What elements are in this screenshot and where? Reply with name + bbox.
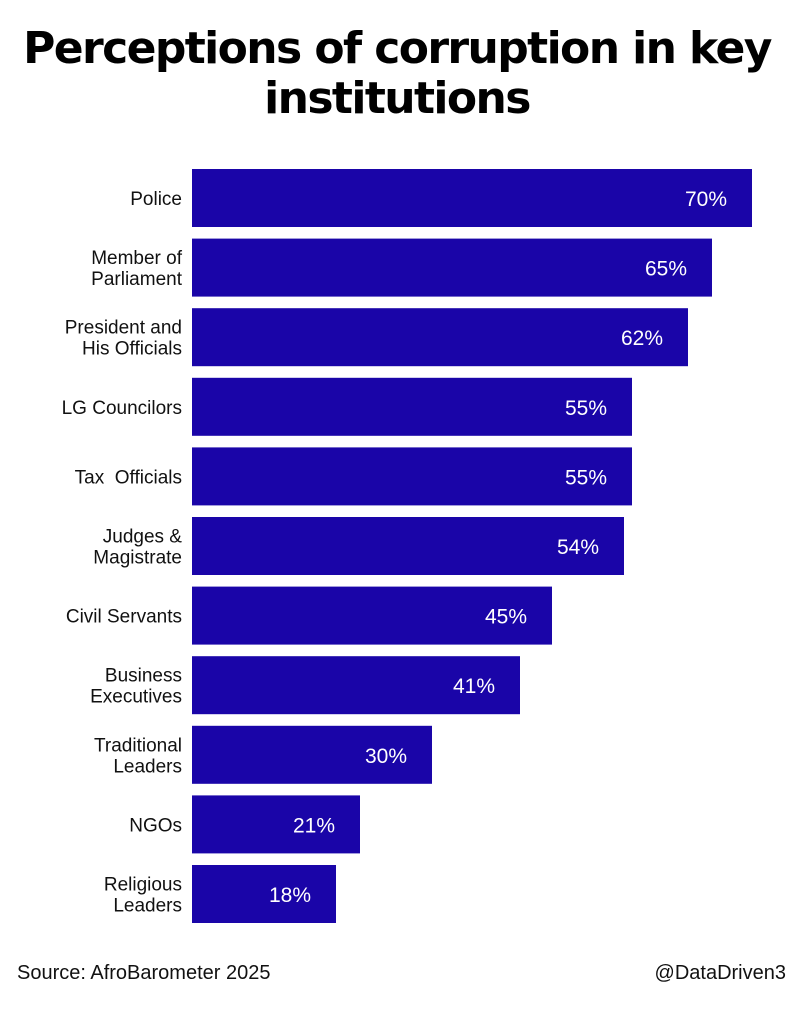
bar-group: 65% Member of Parliament	[91, 238, 712, 297]
bar	[192, 308, 688, 367]
bar-group: 41% Business Executives	[90, 656, 520, 715]
category-label-line: Religious	[104, 875, 182, 896]
bar	[192, 377, 632, 436]
bar-group: 54% Judges & Magistrate	[93, 517, 624, 575]
category-label: President and His Officials	[65, 318, 182, 360]
category-label-line: His Officials	[82, 339, 182, 360]
category-label: Traditional Leaders	[94, 735, 182, 777]
category-label-line: NGOs	[129, 815, 182, 836]
bar-group: 70% Police	[130, 169, 752, 227]
bar-group: 30% Traditional Leaders	[94, 725, 432, 784]
bar-value-label: 30%	[365, 745, 407, 768]
bar	[192, 517, 624, 575]
bar-value-label: 65%	[645, 258, 687, 281]
category-label: NGOs	[129, 815, 182, 836]
category-label-line: Police	[130, 189, 182, 210]
category-label-line: Member of	[91, 248, 183, 269]
category-label-line: Business	[105, 666, 182, 687]
bar-value-label: 21%	[293, 814, 335, 837]
bar-value-label: 70%	[685, 188, 727, 211]
bar-value-label: 55%	[565, 466, 607, 489]
category-label: Tax Officials	[75, 467, 182, 488]
bar	[192, 447, 632, 506]
category-label-line: Tax Officials	[75, 467, 182, 488]
bar-value-label: 18%	[269, 884, 311, 907]
source-note: Source: AfroBarometer 2025	[17, 962, 271, 984]
category-label: LG Councilors	[62, 398, 182, 419]
bar	[192, 795, 360, 854]
category-label-line: President and	[65, 318, 182, 339]
bar-group: 45% Civil Servants	[66, 586, 552, 645]
chart-title: Perceptions of corruption in key institu…	[0, 24, 794, 124]
category-label-line: Leaders	[113, 896, 182, 917]
category-label-line: Leaders	[113, 756, 182, 777]
bar-group: 62% President and His Officials	[65, 308, 688, 367]
bar	[192, 169, 752, 227]
category-label-line: Traditional	[94, 735, 182, 756]
author-handle: @DataDriven3	[654, 962, 786, 984]
chart-title-line-2: institutions	[264, 73, 531, 124]
bar-group: 55% Tax Officials	[75, 447, 632, 506]
bar-value-label: 62%	[621, 327, 663, 350]
category-label: Civil Servants	[66, 607, 182, 628]
category-label-line: Parliament	[91, 269, 183, 290]
bar-group: 21% NGOs	[129, 795, 360, 854]
bar	[192, 586, 552, 645]
bar	[192, 656, 520, 715]
category-label-line: Civil Servants	[66, 607, 182, 628]
category-label-line: Judges &	[103, 527, 183, 548]
bar	[192, 865, 336, 923]
bar-value-label: 45%	[485, 606, 527, 629]
bar	[192, 725, 432, 784]
category-label: Business Executives	[90, 666, 182, 708]
chart-title-line-1: Perceptions of corruption in key	[23, 23, 772, 74]
bar-group: 55% LG Councilors	[62, 377, 632, 436]
category-label: Religious Leaders	[104, 875, 182, 917]
category-label: Member of Parliament	[91, 248, 183, 290]
category-label: Police	[130, 189, 182, 210]
bar-value-label: 55%	[565, 397, 607, 420]
bar-value-label: 41%	[453, 675, 495, 698]
bar-group: 18% Religious Leaders	[104, 865, 336, 923]
category-label: Judges & Magistrate	[93, 527, 182, 569]
bar	[192, 238, 712, 297]
category-label-line: LG Councilors	[62, 398, 182, 419]
bar-value-label: 54%	[557, 536, 599, 559]
category-label-line: Magistrate	[93, 548, 182, 569]
category-label-line: Executives	[90, 687, 182, 708]
